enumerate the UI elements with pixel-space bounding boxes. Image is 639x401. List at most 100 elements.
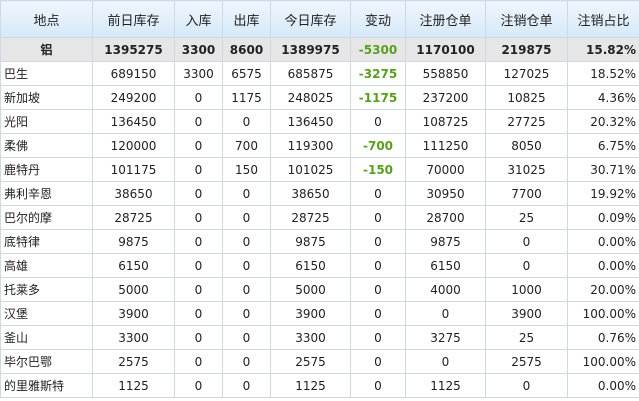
table-cell: 3275 bbox=[405, 325, 486, 350]
table-cell: 6150 bbox=[92, 253, 175, 278]
table-row: 柔佛 120000 0 700 119300 -700 111250 8050 6.75% bbox=[0, 133, 639, 158]
table-cell: 6150 bbox=[270, 253, 351, 278]
table-cell: 0 bbox=[174, 85, 223, 110]
table-cell: 6.75% bbox=[567, 133, 639, 158]
table-cell: 3300 bbox=[174, 37, 223, 62]
table-cell: 0.00% bbox=[567, 229, 639, 254]
table-cell: 20.00% bbox=[567, 277, 639, 302]
table-cell: 1170100 bbox=[405, 37, 486, 62]
table-cell: 70000 bbox=[405, 157, 486, 182]
table-cell: 5000 bbox=[270, 277, 351, 302]
table-cell: -5300 bbox=[350, 37, 406, 62]
table-cell: 柔佛 bbox=[0, 133, 93, 158]
table-cell: 25 bbox=[485, 325, 568, 350]
table-cell: 弗利辛恩 bbox=[0, 181, 93, 206]
table-cell: 120000 bbox=[92, 133, 175, 158]
table-cell: 31025 bbox=[485, 157, 568, 182]
table-row: 巴生 689150 3300 6575 685875 -3275 558850 127025 1… bbox=[0, 61, 639, 86]
table-cell: 38650 bbox=[270, 181, 351, 206]
table-cell: 0 bbox=[350, 181, 406, 206]
table-cell: 0 bbox=[174, 277, 223, 302]
table-cell: 685875 bbox=[270, 61, 351, 86]
table-cell: 0 bbox=[222, 229, 271, 254]
table-cell: 0 bbox=[222, 253, 271, 278]
table-cell: 0 bbox=[174, 157, 223, 182]
table-cell: 0 bbox=[405, 301, 486, 326]
table-row: 巴尔的摩 28725 0 0 28725 0 28700 25 0.09% bbox=[0, 205, 639, 230]
table-cell: 0 bbox=[222, 373, 271, 398]
table-cell: 0 bbox=[222, 325, 271, 350]
table-cell: 136450 bbox=[92, 109, 175, 134]
table-cell: 2575 bbox=[92, 349, 175, 374]
table-cell: 100.00% bbox=[567, 349, 639, 374]
table-row: 汉堡 3900 0 0 3900 0 0 3900 100.00% bbox=[0, 301, 639, 326]
table-cell: 光阳 bbox=[0, 109, 93, 134]
table-cell: 0 bbox=[222, 349, 271, 374]
table-cell: 底特律 bbox=[0, 229, 93, 254]
table-cell: 700 bbox=[222, 133, 271, 158]
table-cell: 219875 bbox=[485, 37, 568, 62]
table-cell: 0 bbox=[350, 229, 406, 254]
table-cell: -700 bbox=[350, 133, 406, 158]
table-cell: 0 bbox=[350, 301, 406, 326]
table-cell: 0.00% bbox=[567, 373, 639, 398]
table-row: 毕尔巴鄂 2575 0 0 2575 0 0 2575 100.00% bbox=[0, 349, 639, 374]
table-cell: 0 bbox=[174, 109, 223, 134]
table-cell: 巴尔的摩 bbox=[0, 205, 93, 230]
table-cell: 101175 bbox=[92, 157, 175, 182]
table-cell: 鹿特丹 bbox=[0, 157, 93, 182]
table-cell: 10825 bbox=[485, 85, 568, 110]
table-row: 光阳 136450 0 0 136450 0 108725 27725 20.32% bbox=[0, 109, 639, 134]
table-row: 高雄 6150 0 0 6150 0 6150 0 0.00% bbox=[0, 253, 639, 278]
table-cell: 2575 bbox=[270, 349, 351, 374]
table-cell: 0 bbox=[350, 109, 406, 134]
table-cell: 1125 bbox=[405, 373, 486, 398]
table-cell: 558850 bbox=[405, 61, 486, 86]
table-cell: 1125 bbox=[270, 373, 351, 398]
table-cell: 1000 bbox=[485, 277, 568, 302]
table-row: 底特律 9875 0 0 9875 0 9875 0 0.00% bbox=[0, 229, 639, 254]
table-cell: 19.92% bbox=[567, 181, 639, 206]
table-cell: 0 bbox=[174, 301, 223, 326]
column-header: 注销占比 bbox=[567, 0, 639, 38]
table-cell: 0 bbox=[174, 181, 223, 206]
table-row: 弗利辛恩 38650 0 0 38650 0 30950 7700 19.92% bbox=[0, 181, 639, 206]
table-cell: -150 bbox=[350, 157, 406, 182]
table-cell: 3900 bbox=[270, 301, 351, 326]
table-cell: 0 bbox=[350, 205, 406, 230]
table-cell: 0 bbox=[485, 229, 568, 254]
header-row: 地点 前日库存 入库 出库 今日库存 变动 注册仓单 注销仓单 注销占比 bbox=[0, 0, 639, 38]
table-cell: 0 bbox=[174, 253, 223, 278]
table-cell: 0 bbox=[222, 109, 271, 134]
table-cell: 1125 bbox=[92, 373, 175, 398]
table-cell: 毕尔巴鄂 bbox=[0, 349, 93, 374]
table-cell: 0 bbox=[485, 253, 568, 278]
table-cell: 20.32% bbox=[567, 109, 639, 134]
table-cell: 托莱多 bbox=[0, 277, 93, 302]
table-cell: 2575 bbox=[485, 349, 568, 374]
table-cell: 100.00% bbox=[567, 301, 639, 326]
table-cell: 108725 bbox=[405, 109, 486, 134]
table-cell: 101025 bbox=[270, 157, 351, 182]
table-cell: 38650 bbox=[92, 181, 175, 206]
table-cell: 6150 bbox=[405, 253, 486, 278]
table-cell: 0.00% bbox=[567, 253, 639, 278]
table-cell: 9875 bbox=[405, 229, 486, 254]
table-cell: 6575 bbox=[222, 61, 271, 86]
table-cell: 铝 bbox=[0, 37, 93, 62]
table-row: 的里雅斯特 1125 0 0 1125 0 1125 0 0.00% bbox=[0, 373, 639, 398]
table-cell: 0 bbox=[174, 325, 223, 350]
table-row: 釜山 3300 0 0 3300 0 3275 25 0.76% bbox=[0, 325, 639, 350]
table-cell: 237200 bbox=[405, 85, 486, 110]
table-cell: -1175 bbox=[350, 85, 406, 110]
table-cell: 高雄 bbox=[0, 253, 93, 278]
table-cell: 9875 bbox=[270, 229, 351, 254]
table-cell: 0 bbox=[350, 277, 406, 302]
table-cell: 1389975 bbox=[270, 37, 351, 62]
table-cell: 0 bbox=[222, 301, 271, 326]
table-cell: 27725 bbox=[485, 109, 568, 134]
table-cell: 25 bbox=[485, 205, 568, 230]
table-cell: 9875 bbox=[92, 229, 175, 254]
table-cell: 8600 bbox=[222, 37, 271, 62]
